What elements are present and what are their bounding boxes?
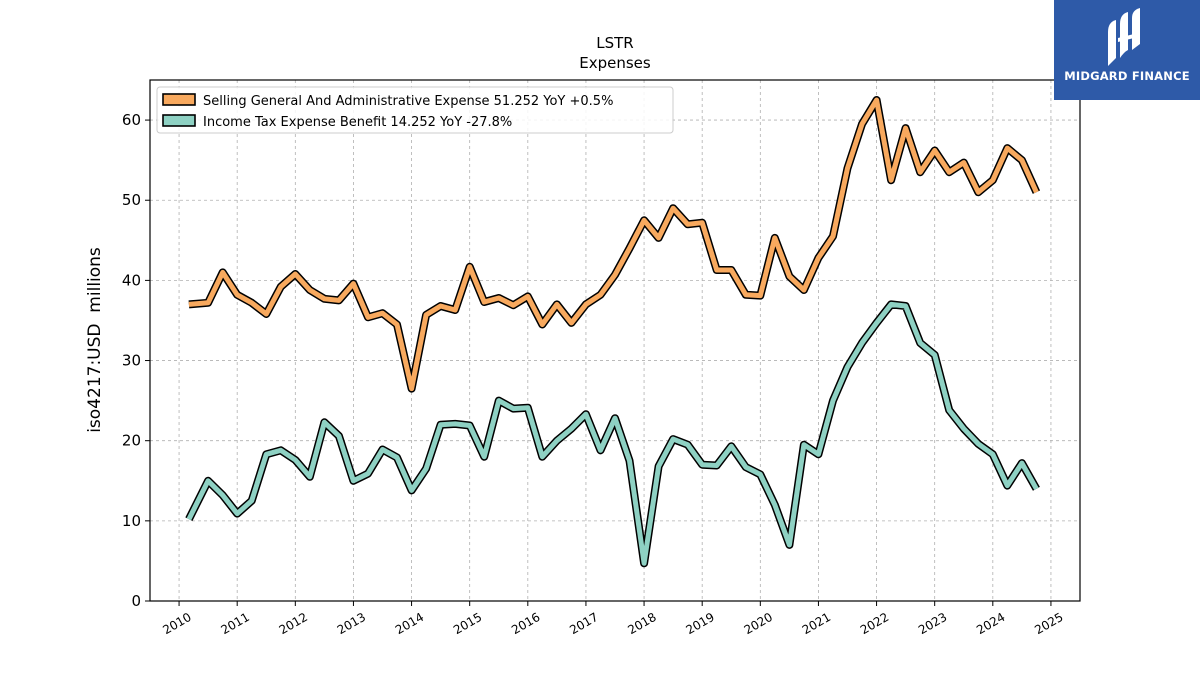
x-tick-label: 2010 <box>160 610 193 637</box>
x-tick-label: 2021 <box>800 610 833 637</box>
x-tick-label: 2011 <box>218 610 251 637</box>
legend-entry: Income Tax Expense Benefit 14.252 YoY -2… <box>203 115 512 130</box>
series-line-0 <box>188 97 1039 392</box>
x-tick-label: 2025 <box>1032 610 1065 637</box>
x-axis: 2010 2011 2012 2013 2014 2015 2016 2017 2018 2019… <box>160 601 1066 637</box>
series-layer <box>185 96 1041 568</box>
x-tick-label: 2018 <box>625 610 658 637</box>
y-axis: 0 10 20 30 40 50 60 <box>122 111 150 610</box>
brand-logo: MIDGARD FINANCE <box>1054 0 1200 100</box>
midgard-logo-icon <box>1108 8 1140 66</box>
legend-entry: Selling General And Administrative Expen… <box>203 94 613 109</box>
y-tick-label: 0 <box>131 592 141 610</box>
x-tick-label: 2016 <box>509 610 542 637</box>
series-line-1 <box>186 301 1039 566</box>
x-tick-label: 2014 <box>393 610 426 637</box>
x-tick-label: 2012 <box>277 610 310 637</box>
chart-title: LSTR <box>596 34 633 52</box>
legend-swatch <box>162 93 196 106</box>
series-outline-1 <box>185 300 1040 568</box>
x-tick-label: 2015 <box>451 610 484 637</box>
x-tick-label: 2019 <box>683 610 716 637</box>
legend-box <box>156 86 674 134</box>
x-tick-label: 2020 <box>742 610 775 637</box>
y-tick-label: 50 <box>122 191 141 209</box>
x-tick-label: 2023 <box>916 610 949 637</box>
x-tick-label: 2013 <box>335 610 368 637</box>
x-tick-label: 2024 <box>974 610 1007 637</box>
y-axis-label: iso4217:USD millions <box>85 247 105 433</box>
y-tick-label: 40 <box>122 271 141 289</box>
y-tick-label: 20 <box>122 432 141 450</box>
y-tick-label: 10 <box>122 512 141 530</box>
y-tick-label: 60 <box>122 111 141 129</box>
legend: Selling General And Administrative Expen… <box>156 86 674 134</box>
plot-frame <box>149 79 1081 602</box>
x-tick-label: 2022 <box>858 610 891 637</box>
legend-swatch <box>162 114 196 127</box>
brand-name: MIDGARD FINANCE <box>1064 69 1190 83</box>
chart-subtitle: Expenses <box>579 54 651 72</box>
x-tick-label: 2017 <box>567 610 600 637</box>
grid-lines <box>150 80 1080 602</box>
y-tick-label: 30 <box>122 352 141 370</box>
